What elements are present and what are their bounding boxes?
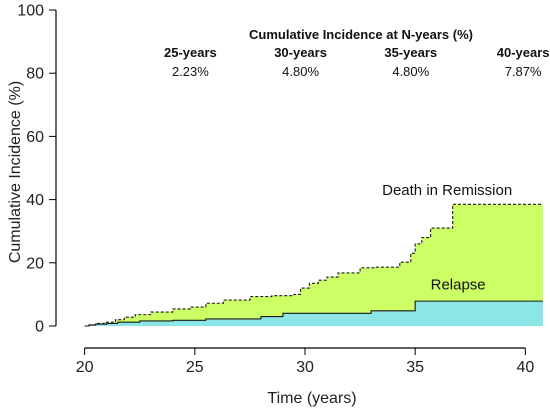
inset-table-title: Cumulative Incidence at N-years (%) [249, 27, 473, 42]
death-in-remission-line [84, 203, 543, 327]
y-tick-label: 20 [26, 255, 44, 272]
y-tick-label: 80 [26, 66, 44, 83]
inset-table-header: 25-years [164, 45, 217, 60]
inset-table-header: 35-years [384, 45, 437, 60]
step-lines [84, 203, 543, 327]
y-tick-label: 100 [17, 3, 44, 20]
x-axis-title: Time (years) [267, 390, 356, 407]
death-in-remission-area [84, 204, 543, 326]
annotations: Death in Remission Relapse [382, 182, 512, 294]
x-tick-label: 30 [296, 359, 314, 376]
x-tick-label: 40 [516, 359, 534, 376]
inset-table-header: 40-years [497, 45, 550, 60]
ticks: 20 25 30 35 40 0 20 40 60 80 100 [17, 3, 534, 377]
x-tick-label: 35 [406, 359, 424, 376]
inset-table-header: 30-years [274, 45, 327, 60]
y-tick-label: 60 [26, 129, 44, 146]
inset-table-value: 7.87% [505, 64, 542, 79]
y-axis-title: Cumulative Incidence (%) [7, 81, 24, 263]
annotation-label: Death in Remission [382, 182, 512, 199]
annotation-label: Relapse [431, 277, 486, 294]
inset-table-value: 4.80% [392, 64, 429, 79]
inset-table-value: 2.23% [172, 64, 209, 79]
x-tick-label: 20 [76, 359, 94, 376]
y-tick-label: 0 [35, 319, 44, 336]
x-tick-label: 25 [186, 359, 204, 376]
stacked-areas [84, 204, 543, 326]
inset-table-value: 4.80% [282, 64, 319, 79]
y-tick-label: 40 [26, 192, 44, 209]
inset-table: Cumulative Incidence at N-years (%) 25-y… [164, 27, 550, 79]
